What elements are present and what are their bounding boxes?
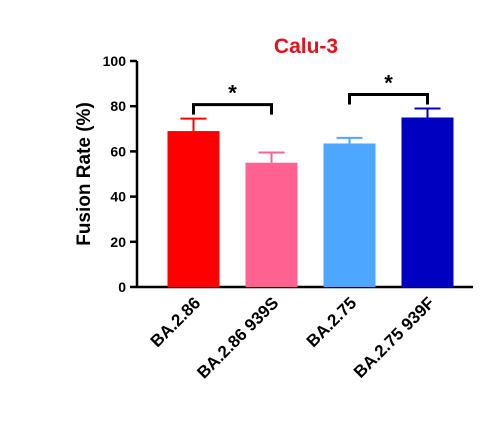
y-tick-label: 0 xyxy=(118,279,126,295)
bar xyxy=(167,131,220,287)
chart-title: Calu-3 xyxy=(274,35,338,58)
x-category-label: BA.2.86 939S xyxy=(193,293,282,382)
y-tick-label: 100 xyxy=(103,53,127,69)
bar xyxy=(323,143,376,287)
bar xyxy=(401,117,454,287)
significance-label: * xyxy=(228,81,237,106)
significance-bracket xyxy=(348,92,429,105)
x-category-label: BA.2.75 xyxy=(303,293,361,351)
y-tick-label: 20 xyxy=(110,234,126,250)
bar xyxy=(245,162,298,287)
significance-bracket xyxy=(192,103,273,115)
significance-label: * xyxy=(384,70,393,95)
x-category-label: BA.2.75 939F xyxy=(350,293,438,381)
y-tick-label: 40 xyxy=(110,189,126,205)
y-axis-label: Fusion Rate (%) xyxy=(74,102,95,246)
x-category-label: BA.2.86 xyxy=(147,293,205,351)
y-tick-label: 80 xyxy=(110,98,126,114)
y-tick-label: 60 xyxy=(110,143,126,159)
